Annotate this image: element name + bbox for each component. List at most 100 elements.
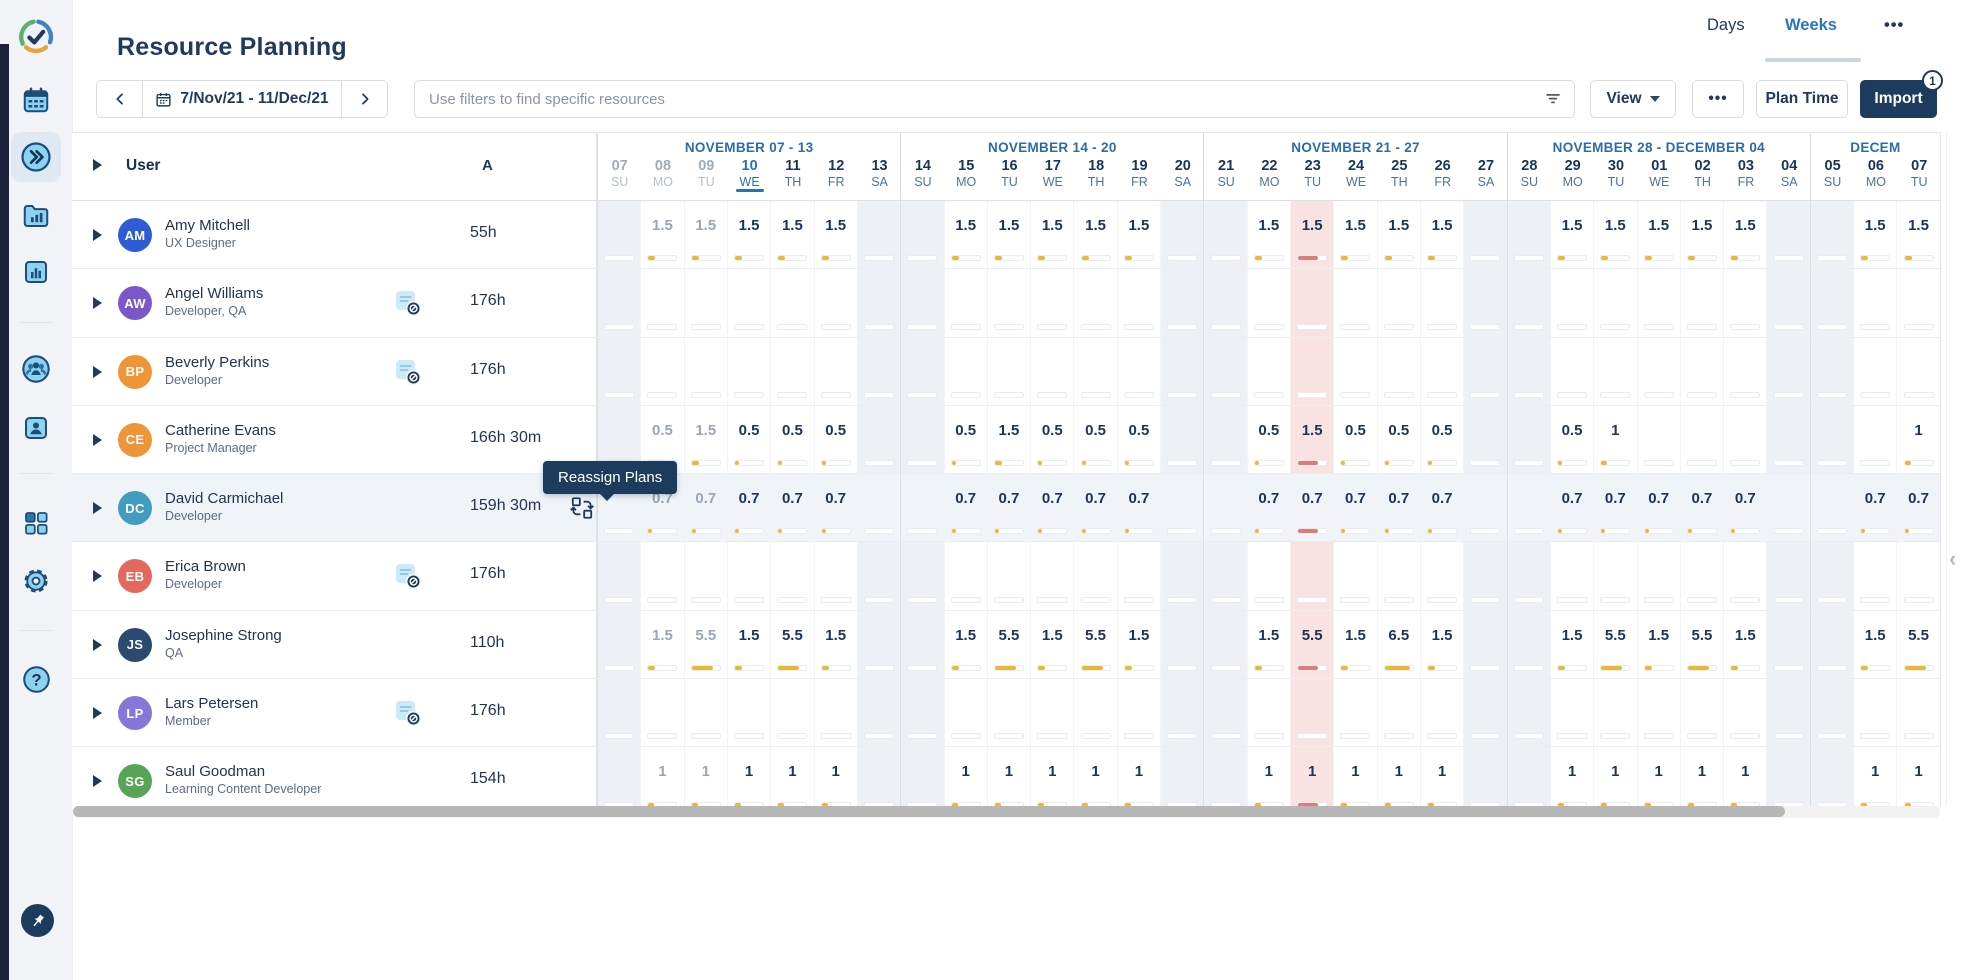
day-cell[interactable] bbox=[813, 269, 857, 337]
day-cell[interactable]: 1.5 bbox=[813, 610, 857, 679]
day-header[interactable]: 11 TH bbox=[771, 158, 814, 189]
day-cell[interactable] bbox=[1766, 269, 1810, 337]
day-cell[interactable] bbox=[1160, 269, 1204, 337]
day-cell[interactable] bbox=[683, 337, 727, 405]
day-header[interactable]: 07 SU bbox=[598, 158, 641, 189]
day-cell[interactable] bbox=[1506, 542, 1550, 610]
expand-row-arrow-icon[interactable] bbox=[93, 638, 102, 651]
day-cell[interactable]: 1 bbox=[986, 747, 1031, 815]
day-cell[interactable] bbox=[597, 201, 641, 269]
day-cell[interactable]: 1 bbox=[1896, 747, 1940, 815]
day-cell[interactable]: 1.5 bbox=[1723, 201, 1767, 269]
day-cell[interactable] bbox=[1203, 474, 1247, 542]
expand-row-arrow-icon[interactable] bbox=[93, 433, 102, 446]
user-row[interactable]: DC David Carmichael Developer 159h 30m Reass… bbox=[72, 461, 1940, 543]
day-cell[interactable]: 5.5 bbox=[1896, 610, 1940, 679]
day-cell[interactable] bbox=[1506, 201, 1550, 269]
day-cell[interactable]: 1.5 bbox=[1290, 201, 1334, 269]
sidebar-item-apps[interactable] bbox=[0, 508, 72, 538]
day-cell[interactable] bbox=[1073, 679, 1117, 747]
day-cell[interactable] bbox=[1463, 542, 1507, 610]
day-cell[interactable] bbox=[1160, 542, 1204, 610]
plan-time-button[interactable]: Plan Time bbox=[1756, 80, 1848, 118]
day-header[interactable]: 03 FR bbox=[1724, 158, 1767, 189]
day-cell[interactable]: 6.5 bbox=[1376, 610, 1420, 679]
day-header[interactable]: 18 TH bbox=[1074, 158, 1117, 189]
day-header[interactable]: 29 MO bbox=[1551, 158, 1594, 189]
day-cell[interactable] bbox=[1506, 474, 1550, 542]
expand-row-arrow-icon[interactable] bbox=[93, 707, 102, 720]
day-cell[interactable] bbox=[1679, 405, 1724, 474]
day-cell[interactable] bbox=[1809, 337, 1854, 405]
day-header[interactable]: 25 TH bbox=[1378, 158, 1421, 189]
user-row[interactable]: AW Angel Williams Developer, QA 176h bbox=[72, 269, 1940, 338]
day-cell[interactable]: 1.5 bbox=[943, 201, 987, 269]
day-cell[interactable]: 0.7 bbox=[1073, 474, 1117, 542]
day-cell[interactable]: 1.5 bbox=[986, 405, 1031, 474]
day-cell[interactable]: 1.5 bbox=[683, 201, 727, 269]
day-cell[interactable] bbox=[1636, 337, 1680, 405]
day-cell[interactable] bbox=[1506, 405, 1550, 474]
day-cell[interactable] bbox=[1419, 337, 1464, 405]
expand-row-arrow-icon[interactable] bbox=[93, 365, 102, 378]
sidebar-item-teams[interactable] bbox=[0, 353, 72, 385]
day-header[interactable]: 30 TU bbox=[1594, 158, 1637, 189]
day-cell[interactable]: 1.5 bbox=[1246, 610, 1290, 679]
avatar[interactable]: LP bbox=[118, 696, 152, 731]
day-cell[interactable] bbox=[1419, 679, 1464, 747]
day-cell[interactable] bbox=[1679, 337, 1724, 405]
day-cell[interactable] bbox=[1073, 269, 1117, 337]
day-cell[interactable]: 1 bbox=[1116, 747, 1161, 815]
day-cell[interactable]: 5.5 bbox=[986, 610, 1031, 679]
day-cell[interactable] bbox=[943, 269, 987, 337]
avatar[interactable]: CE bbox=[118, 422, 152, 457]
day-cell[interactable] bbox=[1160, 610, 1204, 679]
day-cell[interactable]: 1.5 bbox=[1636, 610, 1680, 679]
day-cell[interactable] bbox=[856, 337, 901, 405]
day-cell[interactable] bbox=[640, 337, 684, 405]
day-cell[interactable] bbox=[1463, 201, 1507, 269]
day-cell[interactable] bbox=[726, 269, 771, 337]
day-cell[interactable] bbox=[1290, 542, 1334, 610]
avatar[interactable]: EB bbox=[118, 559, 152, 594]
day-cell[interactable] bbox=[1203, 269, 1247, 337]
day-cell[interactable] bbox=[1896, 542, 1940, 610]
day-cell[interactable] bbox=[770, 337, 814, 405]
day-cell[interactable]: 1 bbox=[1030, 747, 1074, 815]
day-cell[interactable] bbox=[683, 679, 727, 747]
day-cell[interactable]: 0.5 bbox=[1419, 405, 1464, 474]
day-cell[interactable]: 0.5 bbox=[1116, 405, 1161, 474]
day-cell[interactable]: 1.5 bbox=[1896, 201, 1940, 269]
day-cell[interactable] bbox=[856, 405, 901, 474]
day-cell[interactable] bbox=[1160, 474, 1204, 542]
day-cell[interactable] bbox=[1636, 269, 1680, 337]
day-cell[interactable] bbox=[1636, 679, 1680, 747]
day-cell[interactable] bbox=[1593, 269, 1637, 337]
day-cell[interactable]: 1.5 bbox=[640, 201, 684, 269]
day-cell[interactable]: 0.5 bbox=[1549, 405, 1594, 474]
day-cell[interactable] bbox=[1766, 201, 1810, 269]
day-cell[interactable]: 0.7 bbox=[1030, 474, 1074, 542]
day-cell[interactable] bbox=[1073, 542, 1117, 610]
day-cell[interactable] bbox=[1593, 337, 1637, 405]
avatar[interactable]: JS bbox=[118, 627, 152, 662]
day-cell[interactable] bbox=[856, 269, 901, 337]
scrollbar-thumb[interactable] bbox=[73, 806, 1785, 817]
day-cell[interactable]: 1.5 bbox=[813, 201, 857, 269]
day-cell[interactable]: 1.5 bbox=[1636, 201, 1680, 269]
day-cell[interactable] bbox=[1766, 542, 1810, 610]
day-header[interactable]: 05 SU bbox=[1811, 158, 1854, 189]
day-cell[interactable] bbox=[1766, 747, 1810, 815]
day-cell[interactable]: 0.5 bbox=[813, 405, 857, 474]
sidebar-item-timeline-active[interactable] bbox=[0, 132, 72, 182]
day-cell[interactable] bbox=[1030, 337, 1074, 405]
availability-header-label[interactable]: A bbox=[482, 157, 493, 174]
day-header[interactable]: 10 WE bbox=[728, 158, 771, 192]
view-dropdown-button[interactable]: View bbox=[1590, 80, 1676, 118]
day-cell[interactable] bbox=[1203, 542, 1247, 610]
day-cell[interactable] bbox=[1160, 747, 1204, 815]
day-cell[interactable] bbox=[856, 542, 901, 610]
day-cell[interactable]: 1.5 bbox=[1549, 201, 1594, 269]
day-cell[interactable] bbox=[1766, 337, 1810, 405]
day-cell[interactable] bbox=[1853, 405, 1897, 474]
